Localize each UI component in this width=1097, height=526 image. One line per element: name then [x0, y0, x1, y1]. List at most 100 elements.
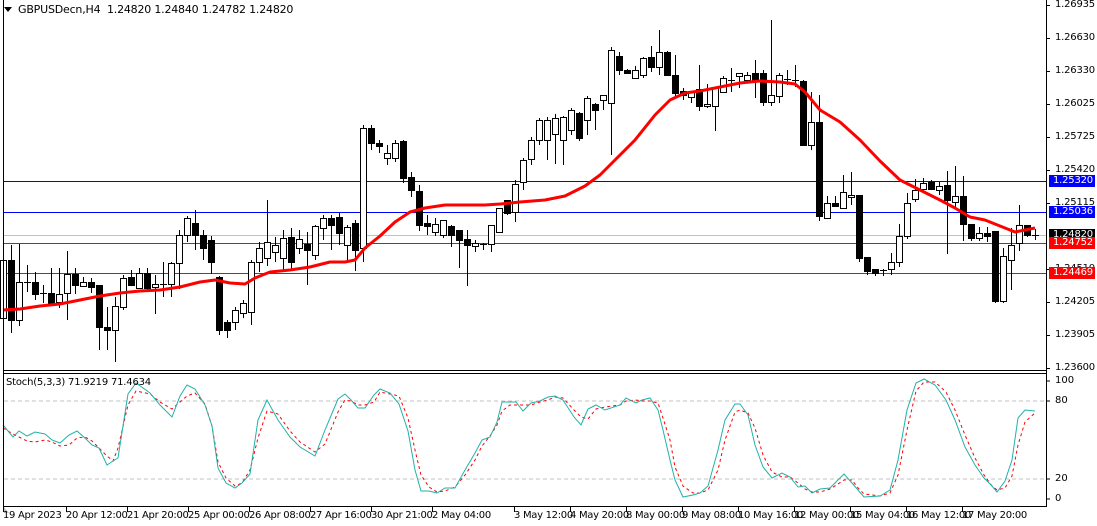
candle-bull — [344, 227, 351, 246]
candle-bull — [496, 208, 503, 233]
time-label: 4 May 20:00 — [570, 510, 629, 521]
price-label-1.26630: 1.26630 — [1055, 32, 1095, 43]
candle-bull — [512, 184, 519, 213]
time-label: 2 May 04:00 — [432, 510, 491, 521]
price-tag-1.25320: 1.25320 — [1049, 175, 1095, 187]
candle-bull — [280, 238, 287, 259]
time-label: 10 May 16:00 — [738, 510, 803, 521]
scroll-shift-marker[interactable] — [4, 507, 9, 513]
candle-bull — [976, 233, 983, 239]
candle-bull — [840, 192, 847, 209]
candle-bear — [192, 223, 199, 236]
stoch-pane[interactable] — [2, 378, 1046, 498]
candle-bear — [456, 230, 463, 241]
candle-bear — [672, 75, 679, 94]
candle-bull — [232, 310, 239, 323]
candle-bear — [816, 122, 823, 217]
candle-bear — [856, 195, 863, 259]
candle-bear — [216, 277, 223, 331]
candle-bear — [224, 322, 231, 331]
candle-bear — [96, 285, 103, 328]
candle-bear — [800, 81, 807, 146]
time-label: 8 May 00:00 — [626, 510, 685, 521]
price-label-1.23600: 1.23600 — [1055, 362, 1095, 373]
candle-bull — [392, 143, 399, 159]
candle-bear — [400, 141, 407, 179]
candle-bear — [928, 182, 935, 190]
price-label-1.25115: 1.25115 — [1055, 197, 1095, 208]
candle-bear — [104, 327, 111, 331]
collapse-triangle-icon[interactable] — [4, 6, 12, 12]
candle-bear — [448, 226, 455, 236]
candle-bull — [776, 75, 783, 97]
candle-bear — [504, 200, 511, 214]
candle-bull — [184, 218, 191, 236]
stoch-axis-label-0: 0 — [1055, 493, 1062, 504]
price-label-1.23905: 1.23905 — [1055, 329, 1095, 340]
time-label: 3 May 12:00 — [514, 510, 573, 521]
candle-bull — [360, 128, 367, 249]
time-label: 21 Apr 20:00 — [127, 510, 189, 521]
time-label: 15 May 04:00 — [850, 510, 915, 521]
candle-bear — [832, 203, 839, 207]
candle-bull — [64, 274, 71, 294]
price-tag-1.24752: 1.24752 — [1049, 237, 1095, 249]
candle-bull — [312, 226, 319, 256]
candle-bear — [576, 113, 583, 139]
candle-bull — [112, 306, 119, 331]
candle-bull — [56, 294, 63, 303]
candle-bull — [704, 104, 711, 107]
candle-bull — [608, 50, 615, 104]
time-axis-ticks — [3, 507, 963, 512]
candle-bear — [200, 235, 207, 249]
time-label: 12 May 00:00 — [794, 510, 859, 521]
candle-bear — [336, 217, 343, 234]
candle-bull — [888, 262, 895, 270]
candle-bear — [88, 282, 95, 288]
candle-bull — [904, 203, 911, 237]
candle-bull — [824, 203, 831, 219]
time-label: 25 Apr 00:00 — [188, 510, 250, 521]
symbol-timeframe: GBPUSDecn,H4 — [18, 3, 101, 16]
candle-bull — [256, 248, 263, 263]
candle-bull — [152, 284, 159, 288]
candle-bull — [264, 242, 271, 259]
stoch-axis-ticks — [1046, 380, 1050, 500]
candle-bear — [408, 177, 415, 191]
candle-bull — [600, 95, 607, 101]
candle-bear — [352, 223, 359, 251]
candle-bear — [944, 185, 951, 201]
stoch-axis-label-20: 20 — [1055, 473, 1068, 484]
chart-header: GBPUSDecn,H4 1.24820 1.24840 1.24782 1.2… — [4, 3, 293, 16]
candle-bear — [648, 57, 655, 68]
candle-bull — [552, 118, 559, 135]
candle-bear — [968, 224, 975, 239]
candle-bear — [208, 240, 215, 263]
stoch-indicator-label: Stoch(5,3,3) 71.9219 71.4634 — [6, 377, 151, 388]
candle-bear — [864, 257, 871, 272]
stoch-axis-label-80: 80 — [1055, 395, 1068, 406]
chart-frame — [3, 0, 1047, 507]
candle-bear — [752, 73, 759, 81]
candle-bull — [896, 236, 903, 263]
candle-bear — [464, 239, 471, 246]
candle-bull — [568, 110, 575, 131]
ohlc-values: 1.24820 1.24840 1.24782 1.24820 — [106, 3, 294, 16]
candle-bull — [640, 58, 647, 76]
candle-bear — [984, 233, 991, 237]
candle-bull — [168, 263, 175, 285]
candle-bear — [624, 70, 631, 74]
price-tag-1.25036: 1.25036 — [1049, 206, 1095, 218]
candle-bull — [912, 190, 919, 200]
candle-bull — [136, 273, 143, 289]
candle-bull — [952, 196, 959, 203]
time-label: 9 May 08:00 — [682, 510, 741, 521]
candle-bear — [696, 89, 703, 107]
candle-bull — [440, 220, 447, 236]
candle-bear — [72, 274, 79, 286]
time-label: 26 Apr 08:00 — [249, 510, 311, 521]
candle-bull — [528, 140, 535, 160]
candle-bear — [664, 52, 671, 76]
